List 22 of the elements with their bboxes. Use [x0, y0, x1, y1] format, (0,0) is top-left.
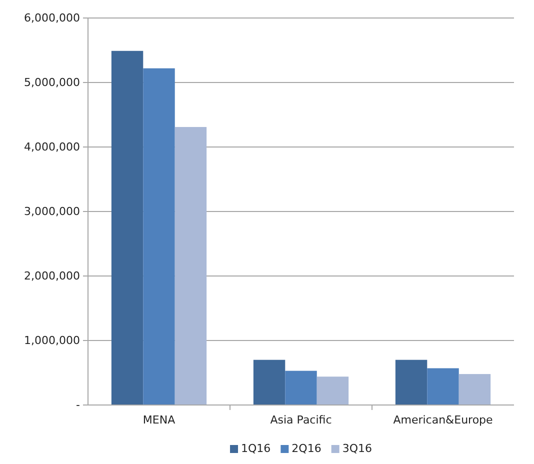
bar [143, 68, 175, 405]
y-tick-label: 1,000,000 [24, 334, 80, 348]
bar [174, 127, 207, 405]
bar [458, 374, 491, 405]
legend-label: 2Q16 [292, 442, 322, 455]
legend-label: 3Q16 [342, 442, 372, 455]
bar [427, 368, 459, 405]
y-tick-label: 3,000,000 [24, 205, 80, 218]
bar [285, 370, 317, 405]
y-tick-label: 4,000,000 [24, 140, 80, 154]
y-tick-label: - [76, 398, 80, 412]
y-tick-label: 6,000,000 [24, 12, 80, 25]
y-tick-label: 5,000,000 [24, 76, 80, 90]
bar [316, 376, 349, 405]
bar [395, 360, 428, 405]
legend-label: 1Q16 [241, 442, 271, 455]
bar [253, 360, 286, 405]
x-tick-label: American&Europe [393, 413, 494, 426]
x-tick-label: MENA [142, 413, 176, 426]
x-tick-label: Asia Pacific [270, 413, 332, 426]
y-tick-label: 2,000,000 [24, 270, 80, 283]
bar [111, 50, 144, 405]
